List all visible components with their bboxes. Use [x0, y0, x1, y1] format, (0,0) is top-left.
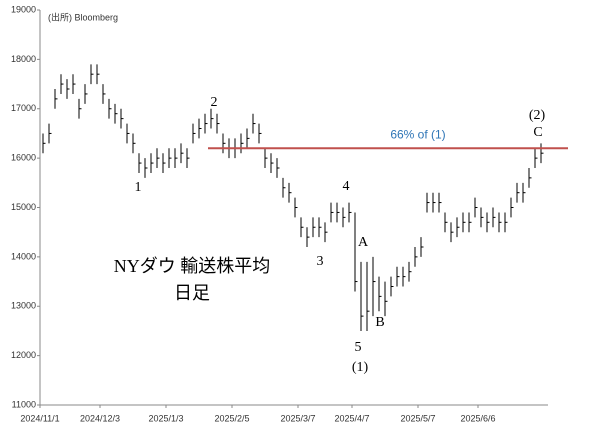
wave-label: 1	[135, 180, 142, 195]
wave-label: 4	[343, 179, 350, 194]
y-tick-label: 16000	[11, 153, 36, 163]
y-tick-label: 11000	[12, 399, 36, 409]
y-tick-label: 13000	[11, 301, 36, 311]
y-tick-label: 12000	[11, 350, 36, 360]
x-tick-label: 2025/5/7	[400, 413, 435, 423]
wave-label: 5	[355, 340, 362, 355]
y-tick-label: 14000	[11, 251, 36, 261]
wave-label: A	[358, 235, 369, 250]
wave-label: C	[533, 125, 542, 140]
wave-label: (2)	[529, 108, 546, 123]
wave-label: B	[375, 315, 384, 330]
x-tick-label: 2025/4/7	[334, 413, 369, 423]
x-tick-label: 2024/11/1	[20, 413, 59, 423]
x-tick-label: 2025/1/3	[148, 413, 183, 423]
wave-label: 2	[211, 95, 218, 110]
wave-label: (1)	[352, 360, 369, 375]
chart-subtitle: 日足	[174, 283, 210, 303]
x-tick-label: 2025/3/7	[280, 413, 315, 423]
x-tick-label: 2025/2/5	[214, 413, 249, 423]
wave-label: 3	[317, 254, 324, 269]
y-tick-label: 18000	[11, 54, 36, 64]
reference-label: 66% of (1)	[390, 127, 445, 141]
y-tick-label: 15000	[11, 202, 36, 212]
chart-title: NYダウ 輸送株平均	[114, 256, 271, 276]
x-tick-label: 2024/12/3	[80, 413, 120, 423]
y-tick-label: 19000	[11, 4, 36, 14]
x-tick-label: 2025/6/6	[460, 413, 495, 423]
y-tick-label: 17000	[11, 103, 36, 113]
source: (出所) Bloomberg	[48, 11, 118, 22]
